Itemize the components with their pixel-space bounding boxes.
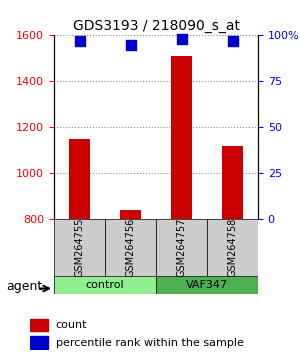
FancyBboxPatch shape xyxy=(156,276,258,294)
Bar xyxy=(171,56,192,219)
Title: GDS3193 / 218090_s_at: GDS3193 / 218090_s_at xyxy=(73,19,239,33)
Text: control: control xyxy=(86,280,124,290)
Bar xyxy=(120,210,141,219)
Text: percentile rank within the sample: percentile rank within the sample xyxy=(56,338,243,348)
FancyBboxPatch shape xyxy=(105,219,156,276)
FancyBboxPatch shape xyxy=(156,219,207,276)
Text: agent: agent xyxy=(6,280,42,293)
Text: VAF347: VAF347 xyxy=(186,280,228,290)
Bar xyxy=(30,336,48,349)
Bar xyxy=(30,319,48,331)
Text: count: count xyxy=(56,320,87,330)
Bar xyxy=(69,139,90,219)
Text: GSM264755: GSM264755 xyxy=(74,218,85,278)
Point xyxy=(230,38,235,44)
FancyBboxPatch shape xyxy=(54,276,156,294)
Text: GSM264757: GSM264757 xyxy=(176,218,187,278)
Point xyxy=(77,38,82,44)
FancyBboxPatch shape xyxy=(207,219,258,276)
Point xyxy=(128,42,133,47)
Point xyxy=(179,36,184,42)
Bar xyxy=(222,146,243,219)
Text: GSM264758: GSM264758 xyxy=(227,218,238,278)
Text: GSM264756: GSM264756 xyxy=(125,218,136,278)
FancyBboxPatch shape xyxy=(54,219,105,276)
